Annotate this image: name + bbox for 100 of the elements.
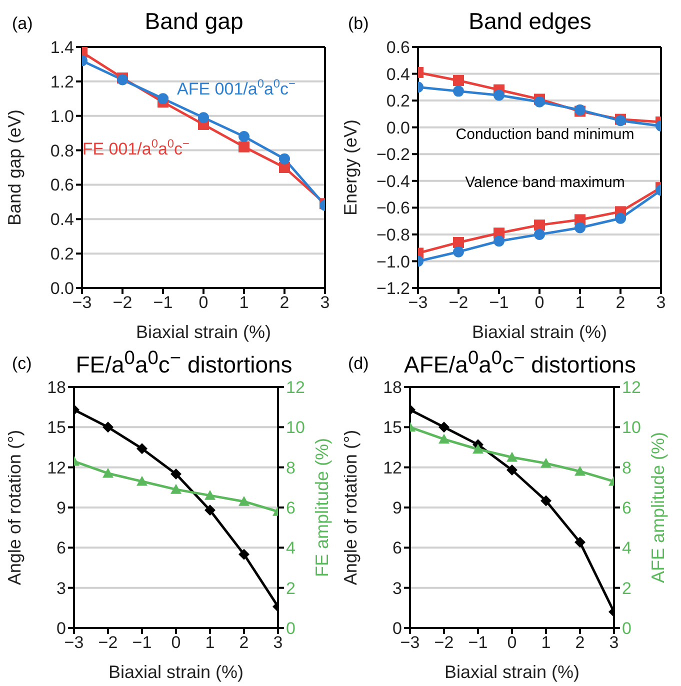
- x-tick-label: 0: [534, 293, 544, 312]
- y-tick-label: 0.6: [50, 176, 74, 195]
- y-tick-label: 0.0: [386, 118, 410, 138]
- y-tick-label: 15: [383, 418, 402, 438]
- y-tick-label: 3: [56, 578, 66, 598]
- x-tick-label: −3: [64, 633, 84, 652]
- y-tick-label: −1.2: [376, 279, 410, 298]
- x-axis-title: Biaxial strain (%): [472, 322, 608, 342]
- y-tick-label: 18: [47, 378, 66, 398]
- x-tick-label: 2: [280, 293, 290, 312]
- y2-tick-label: 10: [622, 418, 641, 438]
- x-axis-title: Biaxial strain (%): [108, 662, 244, 682]
- point: [534, 220, 545, 231]
- x-tick-label: −3: [72, 293, 92, 312]
- y2-tick-label: 6: [622, 498, 632, 518]
- y2-tick-label: 6: [286, 498, 296, 518]
- x-tick-label: 2: [575, 633, 585, 652]
- x-tick-label: 0: [507, 633, 517, 652]
- point: [238, 548, 250, 560]
- y2-axis-title: AFE amplitude (%): [648, 432, 668, 584]
- point: [534, 228, 545, 240]
- y-tick-label: −0.6: [376, 198, 410, 218]
- point: [204, 490, 216, 500]
- x-tick-label: 1: [575, 293, 585, 312]
- chart-title: AFE/a$^{0}$a$^{0}$c$^{−}$ distortions: [404, 348, 636, 378]
- y-tick-label: 6: [56, 538, 66, 558]
- x-tick-label: 1: [239, 293, 249, 312]
- y-tick-label: 1.2: [50, 72, 74, 92]
- point: [472, 444, 484, 454]
- point: [453, 74, 464, 86]
- point: [158, 93, 168, 104]
- y-tick-label: −1.0: [376, 252, 410, 272]
- y-tick-label: 9: [56, 498, 66, 518]
- x-tick-label: 3: [609, 633, 619, 652]
- y-tick-label: 1.4: [50, 38, 74, 58]
- x-tick-label: −2: [448, 293, 468, 312]
- y-tick-label: 0.2: [386, 92, 410, 111]
- point: [494, 236, 504, 247]
- point: [574, 536, 586, 548]
- y-tick-label: 12: [383, 458, 402, 478]
- x-tick-label: 0: [171, 633, 181, 652]
- y-tick-label: −0.2: [376, 145, 410, 164]
- y2-tick-label: 4: [286, 538, 296, 558]
- y-tick-label: 0.0: [50, 279, 74, 298]
- point: [615, 212, 626, 224]
- y2-axis-title: FE amplitude (%): [312, 438, 332, 578]
- point: [574, 222, 586, 234]
- text: (a): [12, 14, 33, 34]
- point: [170, 468, 182, 480]
- y-tick-label: 3: [392, 578, 402, 598]
- point: [204, 504, 216, 516]
- x-tick-label: −2: [98, 633, 118, 652]
- point: [170, 484, 182, 494]
- point: [540, 495, 552, 506]
- point: [574, 466, 586, 476]
- y2-tick-label: 4: [622, 538, 632, 558]
- x-tick-label: −3: [408, 293, 428, 312]
- x-axis-title: Biaxial strain (%): [136, 322, 272, 342]
- y-tick-label: 0.8: [50, 141, 74, 160]
- x-tick-label: −1: [153, 293, 173, 312]
- y-tick-label: 6: [392, 538, 402, 558]
- point: [279, 153, 290, 164]
- x-tick-label: 3: [320, 293, 330, 312]
- point: [238, 496, 250, 506]
- x-tick-label: −2: [434, 633, 454, 652]
- series-label: AFE 001/a$^{0}$a$^{0}$c$^{−}$: [177, 76, 296, 99]
- point: [102, 422, 114, 433]
- point: [453, 246, 464, 258]
- x-tick-label: 3: [656, 293, 666, 312]
- x-tick-label: 2: [616, 293, 626, 312]
- x-tick-label: 1: [205, 633, 215, 652]
- y2-tick-label: 2: [622, 578, 632, 598]
- point: [453, 236, 464, 248]
- text: (d): [348, 354, 369, 374]
- point: [453, 86, 464, 97]
- point: [102, 468, 114, 478]
- y2-tick-label: 8: [286, 458, 296, 478]
- x-tick-label: 3: [273, 633, 283, 652]
- chart-title: Band edges: [468, 8, 592, 34]
- x-tick-label: −1: [132, 633, 152, 652]
- x-tick-label: −3: [400, 633, 420, 652]
- annotation: Valence band maximum: [464, 174, 626, 191]
- y-tick-label: 9: [392, 498, 402, 518]
- point: [136, 476, 148, 486]
- point: [238, 131, 250, 142]
- chart-title: FE/a$^{0}$a$^{0}$c$^{−}$ distortions: [76, 348, 292, 378]
- x-tick-label: 0: [198, 293, 208, 312]
- text: (c): [12, 354, 32, 374]
- point: [534, 96, 545, 108]
- y-tick-label: 0.4: [386, 64, 410, 84]
- chart-title: Band gap: [144, 8, 244, 34]
- y-tick-label: 18: [383, 378, 402, 398]
- point: [238, 141, 250, 152]
- x-tick-label: −1: [489, 293, 509, 312]
- y2-tick-label: 2: [286, 578, 296, 598]
- y-tick-label: 0.6: [386, 38, 410, 58]
- y-tick-label: −0.4: [376, 172, 410, 191]
- point: [506, 452, 518, 462]
- y-tick-label: 0.2: [50, 244, 74, 264]
- point: [494, 90, 504, 101]
